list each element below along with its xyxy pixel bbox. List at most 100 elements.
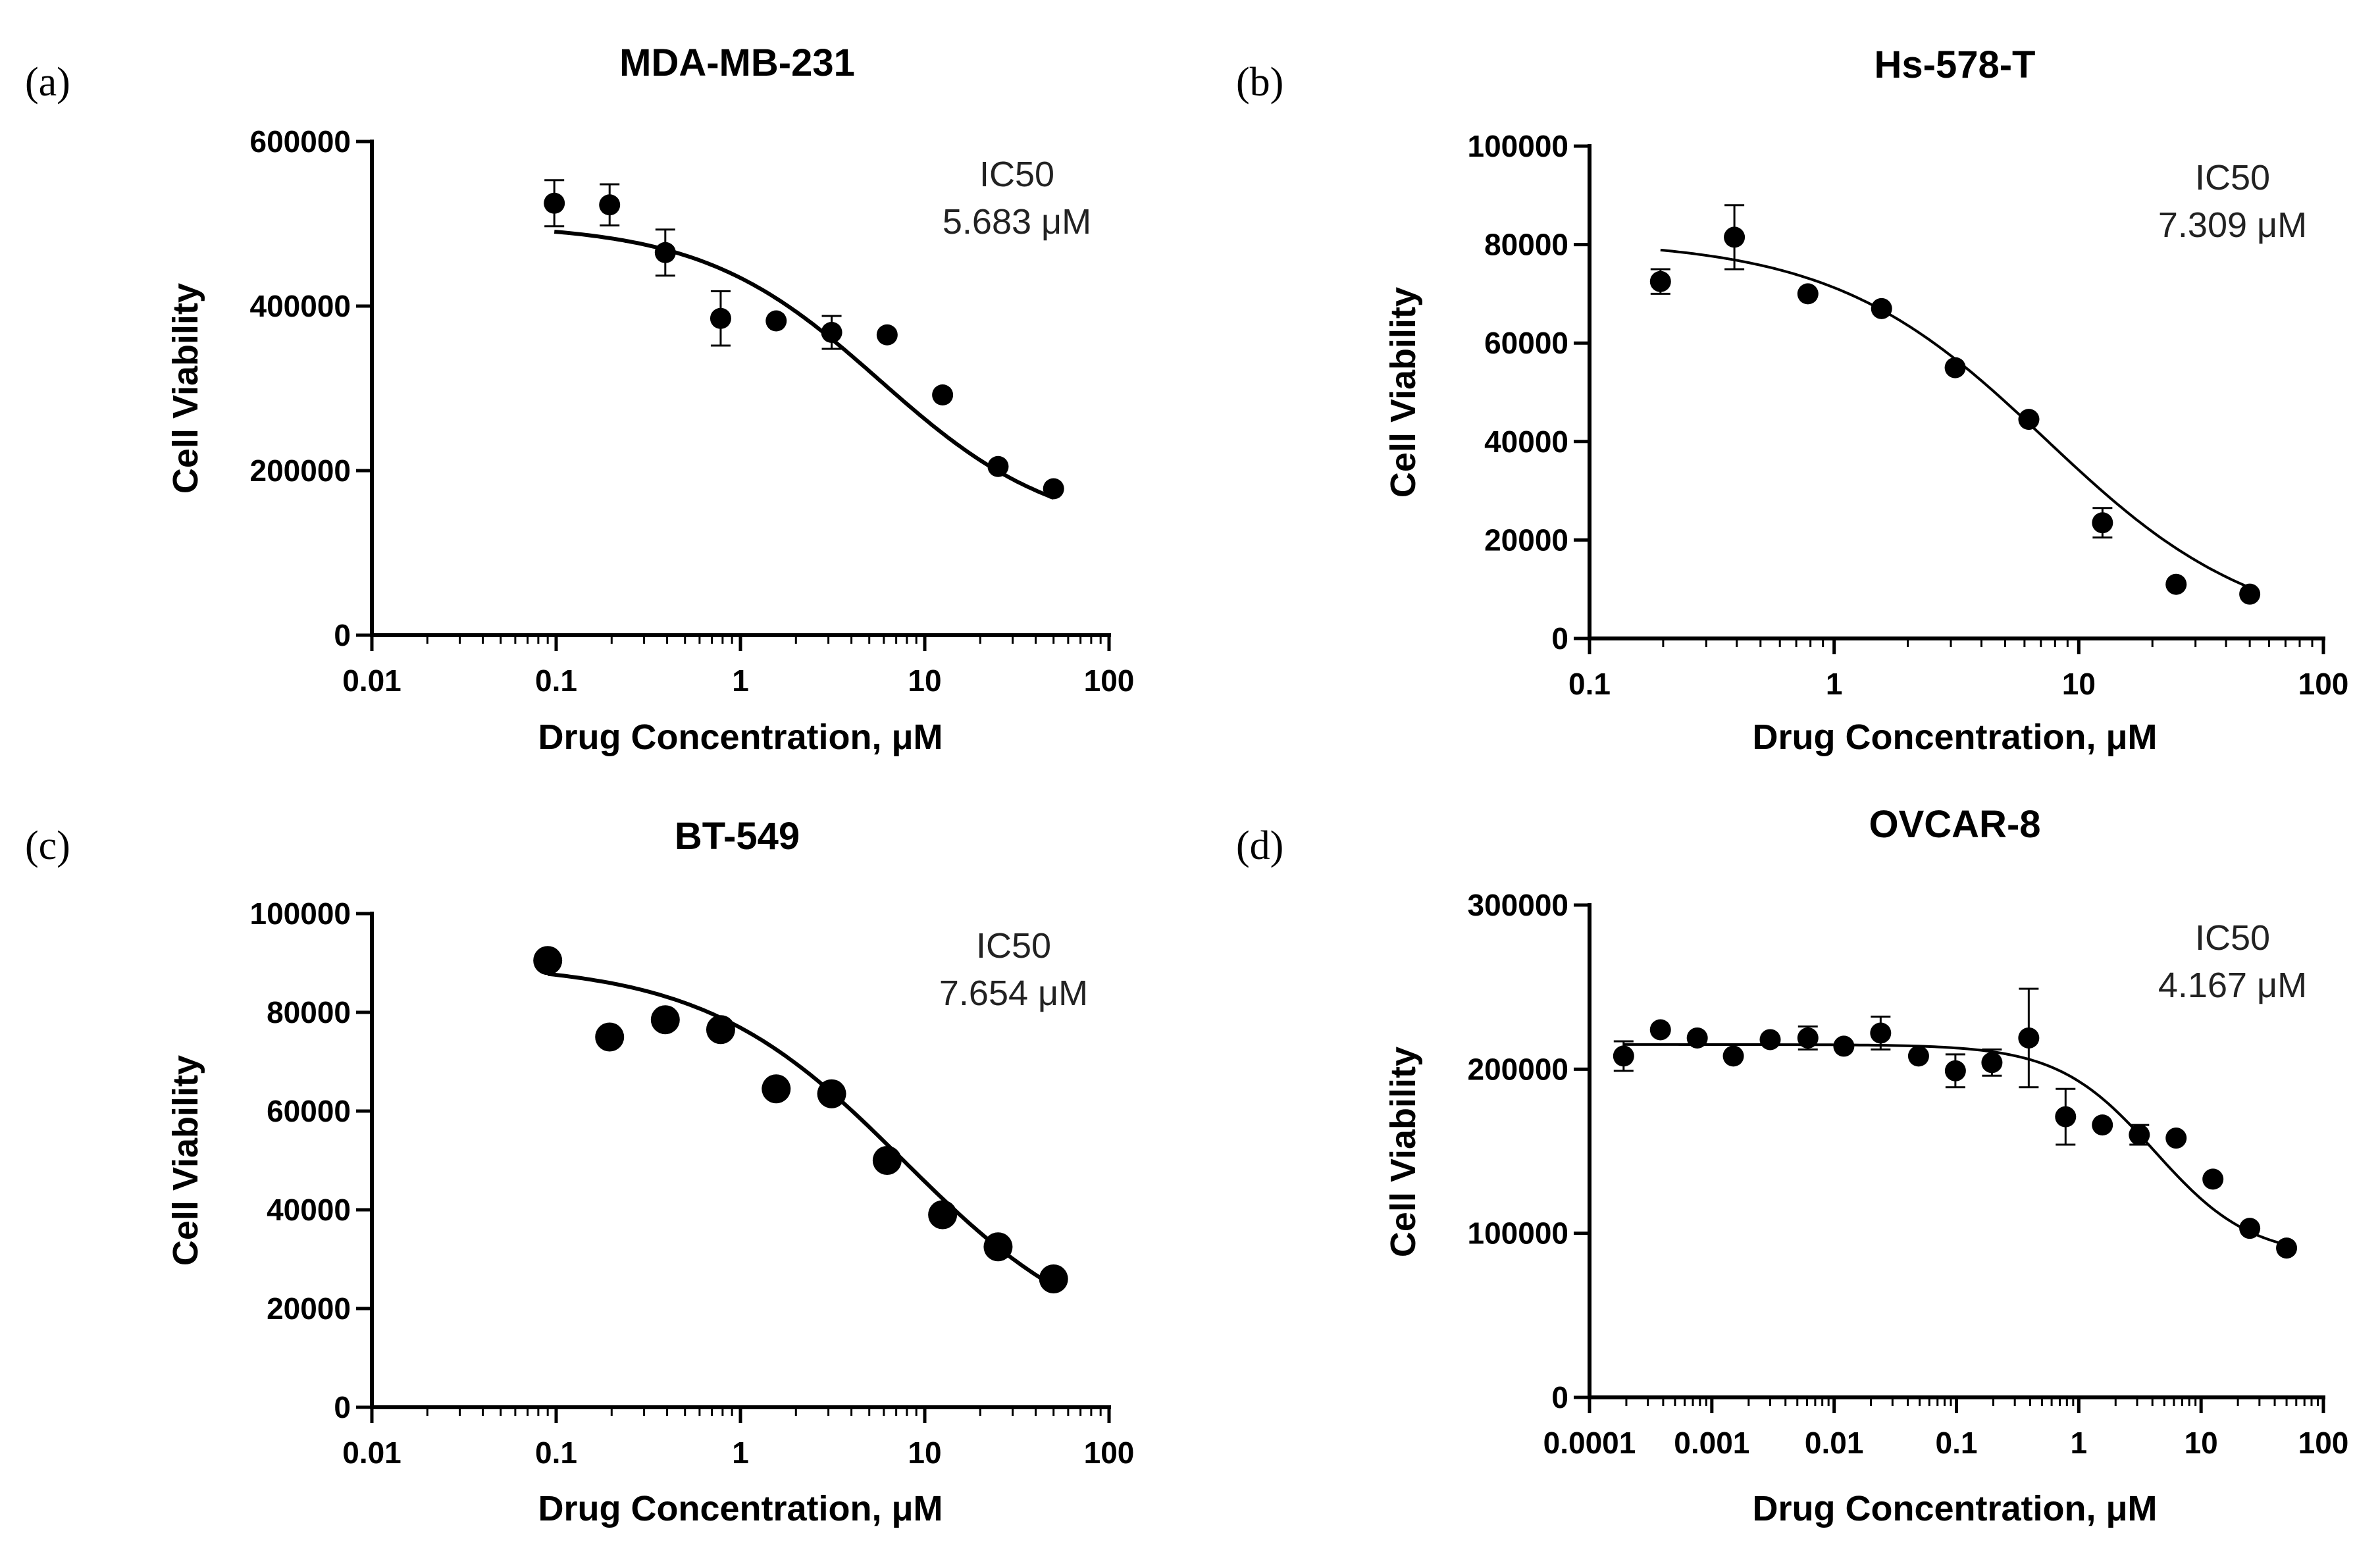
data-point — [1649, 1019, 1671, 1041]
data-point — [872, 1146, 902, 1175]
data-point — [1944, 1060, 1966, 1081]
ic50-value: 5.683 μM — [943, 202, 1091, 242]
data-point — [1613, 1045, 1634, 1067]
chart-title: MDA-MB-231 — [619, 41, 855, 84]
x-tick-label: 10 — [2185, 1426, 2218, 1460]
chart-title: Hs-578-T — [1875, 43, 2036, 86]
data-point — [1759, 1029, 1781, 1051]
data-point — [2165, 573, 2187, 595]
x-tick-label: 100 — [2298, 1426, 2349, 1460]
data-point — [2018, 409, 2040, 430]
data-point — [1870, 1022, 1892, 1044]
x-tick-label: 1 — [732, 1436, 749, 1470]
ic50-label: IC50 — [979, 155, 1054, 194]
chart-panel-1: (a) MDA-MB-231 0 200000 400000 600000 0.01 0.1 1… — [25, 41, 1134, 757]
x-axis-title: Drug Concentration, μM — [538, 1489, 943, 1528]
panel-label: (c) — [25, 823, 70, 868]
x-tick-label: 10 — [908, 663, 941, 698]
data-point — [928, 1200, 958, 1230]
x-tick-label: 10 — [908, 1436, 941, 1470]
data-point — [595, 1022, 625, 1052]
y-tick-label: 200000 — [1468, 1052, 1569, 1086]
ic50-value: 7.654 μM — [939, 974, 1088, 1013]
data-point — [706, 1015, 735, 1045]
data-point — [2055, 1106, 2077, 1128]
data-point — [2202, 1168, 2224, 1190]
panel-label: (b) — [1236, 60, 1283, 105]
y-tick-label: 40000 — [267, 1193, 351, 1227]
x-tick-label: 100 — [1084, 663, 1135, 698]
data-point — [1871, 298, 1892, 319]
y-tick-label: 80000 — [1484, 228, 1568, 262]
x-tick-label: 10 — [2062, 667, 2096, 701]
y-tick-label: 100000 — [1468, 1216, 1569, 1251]
data-point — [710, 307, 731, 329]
x-tick-label: 100 — [2298, 667, 2349, 701]
x-axis-title: Drug Concentration, μM — [1752, 1489, 2157, 1528]
data-point — [1649, 271, 1671, 292]
y-tick-label: 60000 — [267, 1094, 351, 1128]
ic50-label: IC50 — [2195, 918, 2270, 958]
y-tick-label: 0 — [1551, 1380, 1568, 1415]
y-tick-label: 100000 — [1468, 129, 1569, 163]
x-tick-label: 0.1 — [535, 1436, 577, 1470]
y-axis-title: Cell Viability — [166, 283, 205, 494]
data-point — [1833, 1035, 1855, 1057]
x-tick-label: 0.01 — [342, 1436, 401, 1470]
x-tick-label: 0.001 — [1674, 1426, 1749, 1460]
data-point — [2129, 1124, 2150, 1146]
data-point — [1722, 1045, 1744, 1067]
y-tick-label: 600000 — [250, 124, 351, 159]
fit-curve — [554, 230, 1054, 500]
data-point — [2276, 1237, 2298, 1259]
data-point — [654, 242, 676, 263]
data-point — [1724, 226, 1746, 248]
panel-label: (a) — [25, 60, 70, 105]
x-tick-label: 0.1 — [535, 663, 577, 698]
x-tick-label: 1 — [1826, 667, 1843, 701]
data-point — [2239, 583, 2261, 605]
data-point — [765, 310, 787, 332]
y-axis-title: Cell Viability — [1384, 1047, 1423, 1257]
data-point — [987, 455, 1009, 477]
data-point — [876, 324, 898, 346]
x-axis-title: Drug Concentration, μM — [1752, 717, 2157, 757]
y-tick-label: 100000 — [250, 896, 351, 931]
y-tick-label: 0 — [334, 618, 351, 652]
data-point — [2092, 1114, 2113, 1136]
data-point — [1686, 1027, 1708, 1049]
data-point — [544, 192, 565, 214]
fit-curve — [1623, 1043, 2287, 1247]
x-tick-label: 100 — [1084, 1436, 1135, 1470]
data-point — [1907, 1045, 1929, 1067]
ic50-value: 7.309 μM — [2158, 205, 2307, 245]
data-point — [1039, 1264, 1068, 1293]
data-point — [2092, 512, 2113, 534]
x-tick-label: 0.1 — [1568, 667, 1611, 701]
y-tick-label: 60000 — [1484, 326, 1568, 360]
ic50-label: IC50 — [976, 926, 1051, 966]
data-point — [1043, 478, 1064, 500]
data-point — [762, 1074, 791, 1104]
data-point — [983, 1232, 1013, 1262]
data-point — [1944, 357, 1966, 378]
data-point — [1981, 1052, 2003, 1074]
y-axis-title: Cell Viability — [166, 1055, 205, 1266]
data-point — [2018, 1027, 2040, 1049]
data-point — [599, 194, 621, 216]
chart-title: BT-549 — [675, 815, 800, 858]
y-tick-label: 80000 — [267, 995, 351, 1029]
data-point — [533, 946, 563, 975]
y-tick-label: 400000 — [250, 289, 351, 323]
data-point — [1797, 1027, 1819, 1049]
data-point — [1797, 283, 1819, 305]
chart-title: OVCAR-8 — [1869, 803, 2040, 846]
panel-label: (d) — [1236, 823, 1283, 868]
y-tick-label: 0 — [334, 1390, 351, 1424]
data-point — [817, 1079, 846, 1108]
fit-curve — [547, 972, 1055, 1288]
data-point — [932, 384, 954, 405]
chart-panel-4: (d) OVCAR-8 0 100000 200000 300000 0.0001 0.001… — [1236, 803, 2348, 1528]
x-tick-label: 1 — [732, 663, 749, 698]
